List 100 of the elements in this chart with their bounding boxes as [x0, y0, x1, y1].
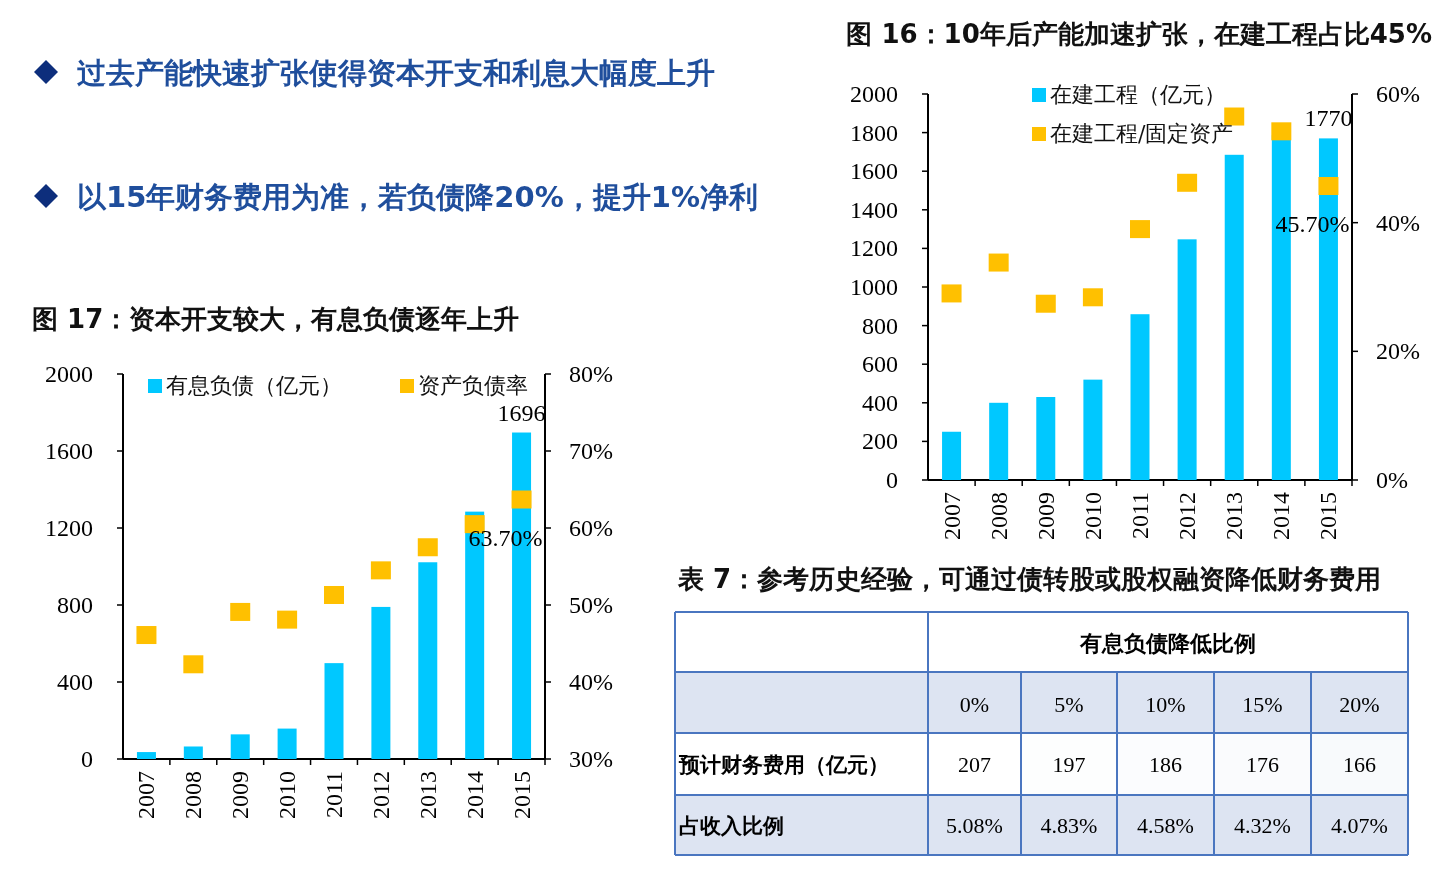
bar: [1036, 397, 1056, 480]
y-tick-label: 1600: [45, 438, 93, 464]
x-tick-label: 2010: [274, 771, 301, 819]
y-tick-label: 1800: [850, 119, 898, 146]
y2-tick-label: 60%: [1376, 81, 1420, 107]
data-label: 4.32%: [1234, 813, 1291, 838]
data-label: 1770: [1304, 105, 1353, 132]
y2-tick-label: 40%: [569, 669, 613, 695]
point: [277, 610, 298, 629]
y2-tick-label: 50%: [569, 592, 613, 618]
legend-label: 在建工程（亿元）: [1050, 82, 1226, 107]
x-tick-label: 2009: [227, 771, 254, 819]
x-tick-label: 5%: [1054, 692, 1084, 717]
data-label: 186: [1149, 752, 1182, 777]
x-tick-label: 2013: [414, 771, 441, 819]
x-tick-label: 20%: [1339, 692, 1380, 717]
legend-label: 在建工程/固定资产: [1050, 121, 1234, 146]
y2-tick-label: 60%: [569, 515, 613, 541]
y-tick-label: 2000: [45, 361, 93, 387]
y-tick-label: 1200: [45, 515, 93, 541]
bar: [324, 663, 344, 759]
y2-tick-label: 80%: [569, 361, 613, 387]
point: [941, 284, 962, 303]
data-label: 4.07%: [1331, 813, 1388, 838]
point: [370, 561, 391, 580]
x-tick-label: 2008: [985, 492, 1012, 540]
x-tick-label: 2013: [1221, 492, 1248, 540]
x-tick-label: 2012: [367, 771, 394, 819]
bar: [942, 431, 962, 480]
chart-title: 图 17：资本开支较大，有息负债逐年上升: [32, 304, 520, 334]
x-tick-label: 2008: [180, 771, 207, 819]
x-tick-label: 2014: [461, 771, 488, 819]
y-tick-label: 1000: [850, 274, 898, 300]
data-label: 197: [1052, 752, 1086, 777]
bar: [1177, 239, 1197, 480]
data-label: 1696: [497, 399, 546, 426]
bar: [277, 728, 297, 759]
y-tick-label: 400: [862, 389, 898, 416]
y2-tick-label: 70%: [569, 438, 613, 464]
x-tick-label: 2012: [1174, 492, 1201, 540]
point: [1035, 294, 1056, 313]
y-tick-label: 1200: [850, 235, 898, 262]
x-tick-label: 2014: [1268, 492, 1295, 540]
chart-title: 表 7：参考历史经验，可通过债转股或股权融资降低财务费用: [677, 564, 1382, 594]
bar: [136, 752, 156, 759]
bar: [989, 402, 1009, 480]
point: [511, 490, 532, 509]
point: [136, 626, 157, 645]
point: [988, 253, 1009, 272]
bar: [1130, 314, 1150, 480]
y-tick-label: 200: [862, 428, 898, 455]
y-tick-label: 占收入比例: [679, 813, 784, 838]
y-tick-label: 600: [862, 351, 898, 378]
data-label: 4.83%: [1040, 813, 1098, 838]
bar: [230, 734, 250, 759]
y-tick-label: 1600: [850, 158, 898, 185]
x-tick-label: 2007: [938, 492, 965, 540]
point: [230, 602, 251, 621]
text: 以15年财务费用为准，若负债降20%，提升1%净利: [77, 180, 759, 214]
y2-tick-label: 30%: [569, 746, 613, 772]
point: [417, 538, 438, 557]
x-tick-label: 2011: [1127, 492, 1153, 540]
data-label: 4.58%: [1137, 813, 1194, 838]
legend-label: 有息负债（亿元）: [166, 373, 342, 398]
bar: [371, 606, 391, 759]
x-tick-label: 2011: [321, 771, 347, 819]
y-tick-label: 800: [57, 592, 93, 618]
y-tick-label: 2000: [850, 81, 898, 107]
y-tick-label: 800: [862, 312, 898, 339]
point: [1082, 288, 1103, 307]
x-tick-label: 15%: [1242, 692, 1283, 717]
y-tick-label: 0: [81, 746, 93, 772]
y-tick-label: 预计财务费用（亿元）: [678, 752, 889, 777]
point: [1177, 173, 1198, 192]
x-tick-label: 2015: [508, 771, 535, 819]
point: [324, 585, 344, 604]
data-label: 5.08%: [946, 813, 1003, 838]
data-label: 166: [1343, 752, 1376, 777]
x-tick-label: 2009: [1032, 492, 1059, 540]
data-label: 176: [1246, 752, 1279, 777]
y-tick-label: 1400: [850, 196, 898, 223]
data-label: 207: [958, 752, 991, 777]
bar: [183, 746, 203, 759]
point: [1271, 122, 1292, 141]
point: [1318, 177, 1339, 195]
y2-tick-label: 0%: [1376, 467, 1408, 493]
point: [1130, 220, 1150, 239]
bar: [418, 562, 438, 759]
x-tick-label: 2010: [1079, 492, 1106, 540]
x-tick-label: 2007: [133, 771, 160, 819]
bar: [1224, 154, 1244, 480]
y2-tick-label: 20%: [1376, 338, 1420, 365]
point: [183, 655, 204, 674]
x-tick-label: 2015: [1315, 492, 1342, 540]
legend-label: 资产负债率: [418, 373, 528, 398]
bar: [1083, 379, 1103, 480]
chart-title: 图 16：10年后产能加速扩张，在建工程占比45%: [846, 19, 1432, 49]
y-tick-label: 0: [886, 467, 898, 493]
y2-tick-label: 40%: [1376, 209, 1420, 236]
y-tick-label: 400: [57, 669, 93, 695]
